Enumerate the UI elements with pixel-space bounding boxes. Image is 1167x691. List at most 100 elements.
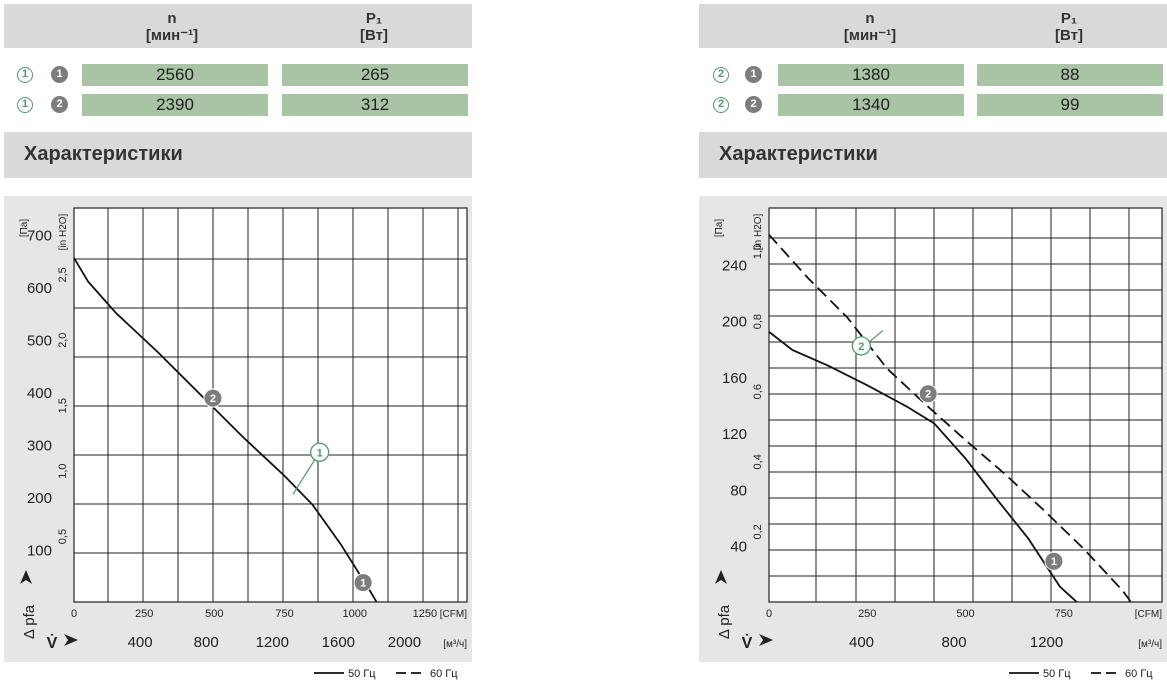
y-unit-pa: [Па] xyxy=(19,219,30,238)
y-tick-label-pa: 400 xyxy=(27,385,52,402)
legend-label: 60 Гц xyxy=(430,668,458,680)
header-n-unit: [мин⁻¹] xyxy=(145,27,199,44)
x-tick-label-cfm: 750 xyxy=(275,608,293,620)
y-tick-label-inh2o: 0,8 xyxy=(752,314,764,329)
chart-area: 40 80 120 160 200 240 0,2 0,4 0,6 0,8 1,0 [Па] [in H… xyxy=(699,196,1167,662)
plot-area xyxy=(73,207,468,603)
table-row: 2 1 1380 88 xyxy=(699,64,1167,86)
y-tick-label-pa: 200 xyxy=(27,490,52,507)
x-tick-label-cfm: 0 xyxy=(71,608,77,620)
plot-area xyxy=(768,207,1163,603)
y-tick-label-pa: 80 xyxy=(730,482,747,499)
legend-label: 60 Гц xyxy=(1125,668,1153,680)
x-unit-cfm: [CFM] xyxy=(440,609,467,620)
callout-label: 1 xyxy=(317,447,323,459)
table-row: 2 2 1340 99 xyxy=(699,94,1167,116)
series-line-50hz xyxy=(769,331,1079,602)
section-header: Характеристики xyxy=(699,132,1167,178)
table-header: n [мин⁻¹] P₁ [Вт] xyxy=(699,4,1167,48)
x-axis-arrow-icon xyxy=(64,634,78,646)
x-tick-label-cfm: 250 xyxy=(858,608,876,620)
y-tick-label-inh2o: 1,5 xyxy=(57,398,69,413)
curve-marker: 1 xyxy=(51,66,68,83)
speed-value: 2390 xyxy=(82,94,268,116)
x-axis-arrow-icon xyxy=(759,634,773,646)
y-tick-label-pa: 40 xyxy=(730,539,747,556)
chart-legend: 50 Гц 60 Гц xyxy=(1009,668,1153,680)
speed-value: 2560 xyxy=(82,64,268,86)
header-n-label: n xyxy=(167,10,177,27)
series-line-60hz xyxy=(769,234,1133,602)
power-value: 265 xyxy=(282,64,468,86)
section-header: Характеристики xyxy=(4,132,472,178)
callout-marker xyxy=(851,336,872,356)
header-p-unit: [Вт] xyxy=(1055,27,1083,44)
callout-label: 2 xyxy=(858,341,864,353)
x-tick-label-cfm: 500 xyxy=(205,608,223,620)
column-header-n: n [мин⁻¹] xyxy=(830,10,910,44)
chart-area: 100 200 300 400 500 600 700 0,5 1,0 1,5 2,0 2,5 [Па]… xyxy=(4,196,472,662)
callout-leader-line xyxy=(292,457,317,495)
x-tick-label-cfm: 1250 xyxy=(413,608,437,620)
speed-value: 1340 xyxy=(778,94,964,116)
y-tick-label-inh2o: 0,2 xyxy=(752,524,764,539)
section-title: Характеристики xyxy=(24,143,183,165)
y-tick-label-inh2o: 2,5 xyxy=(57,267,69,282)
curve-point-marker xyxy=(918,384,938,404)
y-tick-label-inh2o: 1,0 xyxy=(752,244,764,259)
speed-value: 1380 xyxy=(778,64,964,86)
y-unit-inh2o: [in H2O] xyxy=(58,213,69,250)
x-tick-label-cfm: 500 xyxy=(956,608,974,620)
legend-label: 50 Гц xyxy=(348,668,376,680)
legend-label: 50 Гц xyxy=(1043,668,1071,680)
mode-marker: 2 xyxy=(713,97,729,113)
curve-point-label: 1 xyxy=(360,578,366,590)
curve-point-label: 1 xyxy=(1051,556,1057,568)
right-panel: n [мин⁻¹] P₁ [Вт] 2 1 1380 88 2 2 1340 9… xyxy=(699,0,1167,691)
x-axis-label: V̇ xyxy=(742,634,753,652)
y-tick-label-pa: 200 xyxy=(722,314,747,331)
x-tick-label-m3h: 2000 xyxy=(388,634,421,651)
curve-point-marker xyxy=(203,388,223,408)
curve-marker: 2 xyxy=(51,96,68,113)
x-tick-label-cfm: 1000 xyxy=(342,608,366,620)
x-tick-label-cfm: 0 xyxy=(766,608,772,620)
curve-marker: 1 xyxy=(745,66,762,83)
x-tick-label-m3h: 1200 xyxy=(256,634,289,651)
curve-point-marker xyxy=(1044,551,1064,571)
x-tick-label-m3h: 800 xyxy=(942,634,967,651)
y-unit-pa: [Па] xyxy=(714,219,725,238)
y-tick-label-inh2o: 0,6 xyxy=(752,384,764,399)
curve-point-label: 2 xyxy=(210,393,216,405)
header-p-label: P₁ xyxy=(365,10,383,27)
y-tick-label-pa: 600 xyxy=(27,280,52,297)
y-tick-label-inh2o: 2,0 xyxy=(57,333,69,348)
x-unit-cfm: [CFM] xyxy=(1135,609,1162,620)
y-axis-label: Δ pfa xyxy=(21,604,38,639)
y-tick-label-pa: 500 xyxy=(27,332,52,349)
curve-point-marker xyxy=(353,573,373,593)
power-value: 88 xyxy=(977,64,1163,86)
y-tick-label-pa: 240 xyxy=(722,257,747,274)
y-tick-label-pa: 700 xyxy=(27,227,52,244)
y-tick-label-inh2o: 1,0 xyxy=(57,463,69,478)
power-value: 312 xyxy=(282,94,468,116)
y-tick-label-pa: 100 xyxy=(27,542,52,559)
performance-chart: 100 200 300 400 500 600 700 0,5 1,0 1,5 2,0 2,5 [Па]… xyxy=(19,207,468,652)
column-header-p: P₁ [Вт] xyxy=(334,10,414,44)
series-line-50hz xyxy=(74,257,378,602)
y-tick-label-inh2o: 0,5 xyxy=(57,529,69,544)
table-header: n [мин⁻¹] P₁ [Вт] xyxy=(4,4,472,48)
x-tick-label-m3h: 1600 xyxy=(322,634,355,651)
y-unit-inh2o: [in H2O] xyxy=(753,213,764,250)
y-tick-label-pa: 120 xyxy=(722,426,747,443)
callout-marker xyxy=(309,442,330,462)
curve-point-label: 2 xyxy=(925,389,931,401)
header-p-unit: [Вт] xyxy=(360,27,388,44)
y-tick-label-pa: 300 xyxy=(27,437,52,454)
left-panel: n [мин⁻¹] P₁ [Вт] 1 1 2560 265 1 2 2390 … xyxy=(4,0,472,691)
x-axis-label: V̇ xyxy=(47,634,58,652)
header-n-label: n xyxy=(865,10,875,27)
header-p-label: P₁ xyxy=(1060,10,1078,27)
x-tick-label-m3h: 400 xyxy=(128,634,153,651)
